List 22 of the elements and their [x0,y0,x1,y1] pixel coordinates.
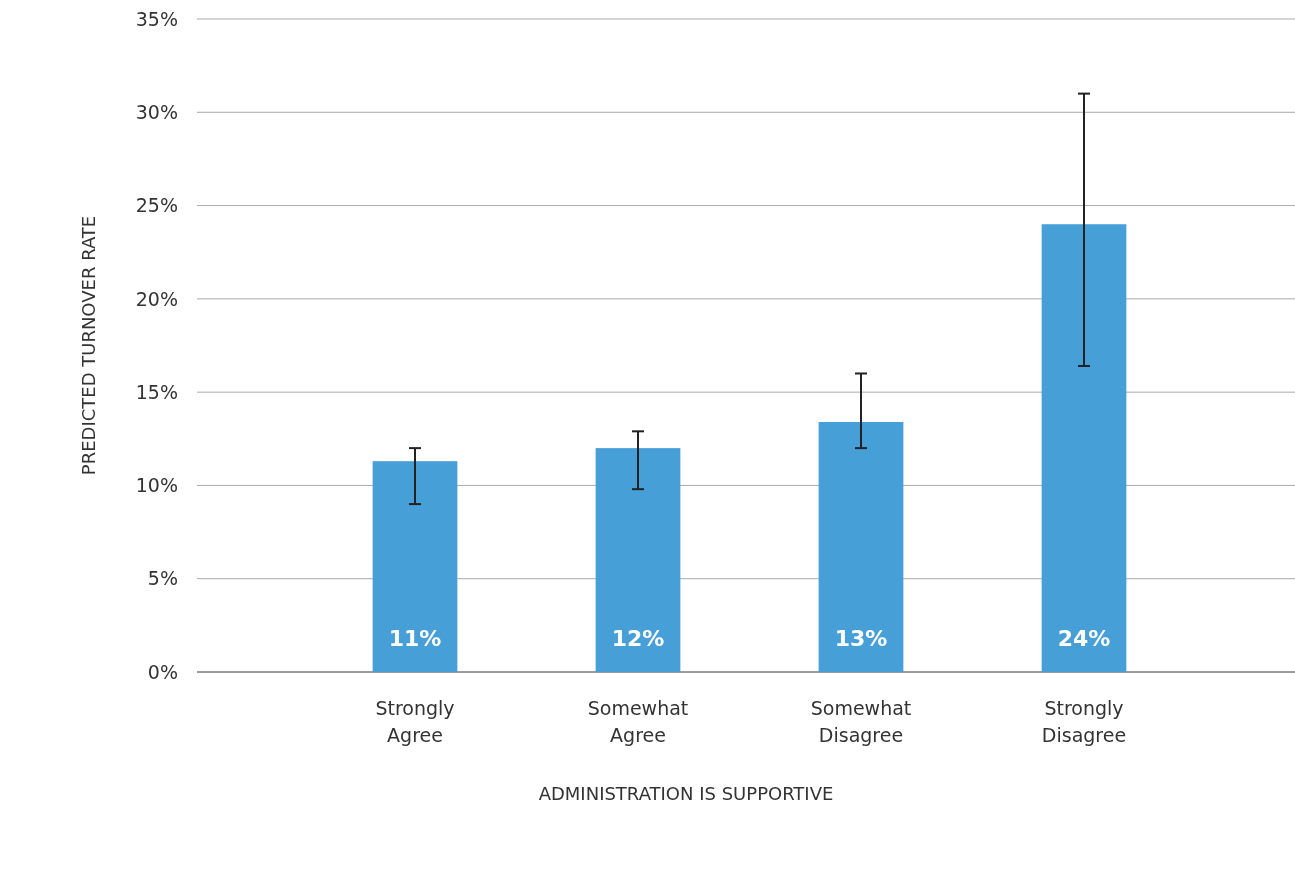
y-tick-label: 20% [135,287,178,310]
data-label: 11% [388,626,442,651]
y-tick-label: 25% [135,194,178,217]
y-tick-label: 0% [147,660,178,683]
y-tick-label: 5% [147,567,178,590]
bar [372,461,458,672]
data-label: 24% [1057,626,1111,651]
y-axis-title: PREDICTED TURNOVER RATE [78,215,99,476]
bar [1041,224,1127,672]
data-label: 13% [834,626,888,651]
x-tick-label: Strongly Agree [375,697,455,746]
x-tick-label: Strongly Disagree [1041,697,1127,746]
x-axis-title: ADMINISTRATION IS SUPPORTIVE [538,783,834,804]
bar [595,448,681,672]
y-tick-label: 10% [135,474,178,497]
bar [818,421,904,672]
x-tick-label: Somewhat Disagree [810,697,912,746]
x-tick-label: Somewhat Agree [587,697,689,746]
y-tick-label: 35% [135,7,178,30]
data-label: 12% [611,626,665,651]
y-tick-label: 30% [135,100,178,123]
y-tick-label: 15% [135,380,178,403]
